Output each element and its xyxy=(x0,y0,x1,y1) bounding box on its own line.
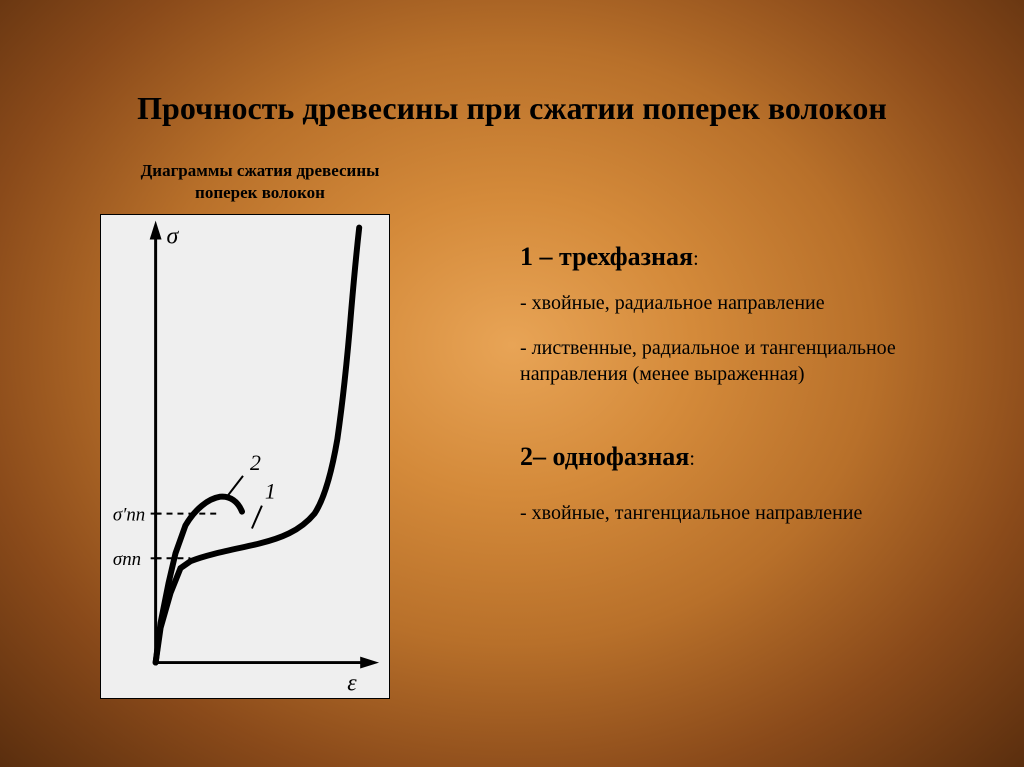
x-axis-arrow xyxy=(360,657,379,669)
y-axis-label: σ xyxy=(167,223,180,249)
compression-chart: σ ε σ′пп σпп 1 2 xyxy=(100,214,390,699)
curve-1 xyxy=(156,228,360,663)
legend-item-1b: - лиственные, радиальное и тангенциально… xyxy=(520,335,950,387)
legend-heading-2-colon: : xyxy=(689,448,695,470)
curve-2 xyxy=(156,497,242,663)
legend-heading-1-num: 1 xyxy=(520,242,533,271)
chart-subtitle: Диаграммы сжатия древесины поперек волок… xyxy=(115,160,405,204)
legend-heading-1: 1 – трехфазная: xyxy=(520,240,699,274)
ytick-label-0: σ′пп xyxy=(113,505,145,526)
y-axis-arrow xyxy=(150,221,162,240)
chart-svg: σ ε σ′пп σпп 1 2 xyxy=(101,215,389,698)
ytick-label-1: σпп xyxy=(113,549,141,570)
legend-heading-2: 2– однофазная: xyxy=(520,440,695,474)
legend-item-1a: - хвойные, радиальное направление xyxy=(520,290,950,316)
curve-2-label: 2 xyxy=(250,451,261,475)
legend-heading-1-text: – трехфазная xyxy=(533,242,693,271)
x-axis-label: ε xyxy=(347,670,357,696)
curve-1-label: 1 xyxy=(265,480,276,504)
curve-1-pointer xyxy=(252,506,262,529)
legend-heading-2-num: 2 xyxy=(520,442,533,471)
legend-heading-1-colon: : xyxy=(693,248,699,270)
legend-item-2a: - хвойные, тангенциальное направление xyxy=(520,500,950,526)
page-title: Прочность древесины при сжатии поперек в… xyxy=(0,90,1024,127)
curve-2-pointer xyxy=(226,476,243,498)
legend-heading-2-text: – однофазная xyxy=(533,442,689,471)
